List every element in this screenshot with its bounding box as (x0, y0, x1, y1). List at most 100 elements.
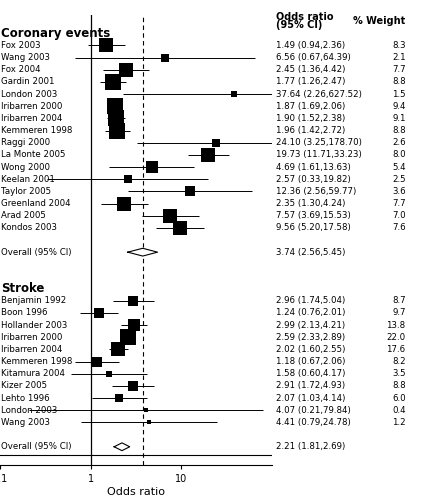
Point (102, 42, 110, 50)
Text: 2.99 (2.13,4.21): 2.99 (2.13,4.21) (275, 320, 344, 330)
Text: 6.56 (0.67,64.39): 6.56 (0.67,64.39) (275, 53, 350, 62)
Point (176, 224, 183, 232)
Text: Kondos 2003: Kondos 2003 (1, 224, 57, 232)
Text: La Monte 2005: La Monte 2005 (1, 150, 65, 160)
Text: 37.64 (2.26,627.52): 37.64 (2.26,627.52) (275, 90, 360, 98)
Text: Iribarren 2000: Iribarren 2000 (1, 333, 62, 342)
Point (145, 418, 152, 426)
Text: Kizer 2005: Kizer 2005 (1, 382, 47, 390)
Text: Kitamura 2004: Kitamura 2004 (1, 370, 65, 378)
Text: Overall (95% CI): Overall (95% CI) (1, 248, 71, 256)
Text: Wang 2003: Wang 2003 (1, 418, 49, 427)
Text: 3.5: 3.5 (391, 370, 405, 378)
Text: 7.6: 7.6 (391, 224, 405, 232)
Text: 19.73 (11.71,33.23): 19.73 (11.71,33.23) (275, 150, 360, 160)
Text: % Weight: % Weight (353, 16, 405, 26)
Text: 4.69 (1.61,13.63): 4.69 (1.61,13.63) (275, 162, 350, 172)
Text: 8.2: 8.2 (391, 357, 405, 366)
Point (105, 370, 112, 378)
Text: 12.36 (2.56,59.77): 12.36 (2.56,59.77) (275, 187, 355, 196)
Text: 24.10 (3.25,178.70): 24.10 (3.25,178.70) (275, 138, 360, 147)
Text: 8.7: 8.7 (391, 296, 405, 306)
Text: 7.0: 7.0 (391, 211, 405, 220)
Text: 2.5: 2.5 (391, 174, 405, 184)
Text: 2.45 (1.36,4.42): 2.45 (1.36,4.42) (275, 65, 344, 74)
Text: 8.8: 8.8 (391, 126, 405, 135)
Text: 5.4: 5.4 (391, 162, 405, 172)
Text: 2.96 (1.74,5.04): 2.96 (1.74,5.04) (275, 296, 344, 306)
Point (130, 321, 137, 329)
Point (161, 54, 168, 62)
Text: Wang 2003: Wang 2003 (1, 53, 49, 62)
Point (124, 334, 131, 342)
Point (142, 406, 149, 414)
Point (129, 382, 136, 390)
Text: 8.8: 8.8 (391, 78, 405, 86)
Point (116, 394, 123, 402)
Text: 9.7: 9.7 (391, 308, 405, 318)
Text: 7.7: 7.7 (391, 199, 405, 208)
Text: 1.58 (0.60,4.17): 1.58 (0.60,4.17) (275, 370, 344, 378)
Text: London 2003: London 2003 (1, 406, 57, 415)
Text: Iribarren 2004: Iribarren 2004 (1, 345, 62, 354)
Text: Kemmeren 1998: Kemmeren 1998 (1, 126, 72, 135)
Text: Greenland 2004: Greenland 2004 (1, 199, 70, 208)
Text: 2.07 (1.03,4.14): 2.07 (1.03,4.14) (275, 394, 344, 402)
Text: Fox 2003: Fox 2003 (1, 41, 40, 50)
Text: 3.74 (2.56,5.45): 3.74 (2.56,5.45) (275, 248, 344, 256)
Point (112, 102, 119, 110)
Text: Arad 2005: Arad 2005 (1, 211, 46, 220)
Text: 22.0: 22.0 (385, 333, 405, 342)
Text: 1.49 (0.94,2.36): 1.49 (0.94,2.36) (275, 41, 344, 50)
Text: 13.8: 13.8 (385, 320, 405, 330)
Text: 8.8: 8.8 (391, 382, 405, 390)
Text: 7.7: 7.7 (391, 65, 405, 74)
Text: 2.59 (2.33,2.89): 2.59 (2.33,2.89) (275, 333, 344, 342)
Point (124, 175, 131, 183)
Point (212, 138, 219, 146)
Text: 2.57 (0.33,19.82): 2.57 (0.33,19.82) (275, 174, 350, 184)
Text: Boon 1996: Boon 1996 (1, 308, 47, 318)
Point (130, 297, 137, 305)
Polygon shape (114, 443, 129, 450)
Text: Gardin 2001: Gardin 2001 (1, 78, 54, 86)
Text: 2.91 (1.72,4.93): 2.91 (1.72,4.93) (275, 382, 344, 390)
Point (120, 200, 127, 207)
Text: Kemmeren 1998: Kemmeren 1998 (1, 357, 72, 366)
Text: Coronary events: Coronary events (1, 26, 110, 40)
Text: 0.4: 0.4 (391, 406, 405, 415)
Text: 2.21 (1.81,2.69): 2.21 (1.81,2.69) (275, 442, 344, 452)
Text: 8.3: 8.3 (391, 41, 405, 50)
Text: 4.41 (0.79,24.78): 4.41 (0.79,24.78) (275, 418, 350, 427)
Text: Lehto 1996: Lehto 1996 (1, 394, 49, 402)
Text: Keelan 2001: Keelan 2001 (1, 174, 54, 184)
Text: 4.07 (0.21,79.84): 4.07 (0.21,79.84) (275, 406, 350, 415)
Text: 17.6: 17.6 (385, 345, 405, 354)
Point (110, 78, 117, 86)
Point (112, 114, 119, 122)
Text: 2.6: 2.6 (391, 138, 405, 147)
Text: 1.87 (1.69,2.06): 1.87 (1.69,2.06) (275, 102, 344, 110)
Text: 3.6: 3.6 (391, 187, 405, 196)
Text: 1.90 (1.52,2.38): 1.90 (1.52,2.38) (275, 114, 344, 123)
Text: Odds ratio: Odds ratio (275, 12, 332, 22)
Text: 2.35 (1.30,4.24): 2.35 (1.30,4.24) (275, 199, 344, 208)
Point (94, 358, 101, 366)
Text: 6.0: 6.0 (391, 394, 405, 402)
Point (230, 90, 237, 98)
Text: Overall (95% CI): Overall (95% CI) (1, 442, 71, 452)
Point (113, 126, 120, 134)
Text: Benjamin 1992: Benjamin 1992 (1, 296, 66, 306)
Text: 1.5: 1.5 (391, 90, 405, 98)
Text: Hollander 2003: Hollander 2003 (1, 320, 67, 330)
Text: 1.18 (0.67,2.06): 1.18 (0.67,2.06) (275, 357, 344, 366)
Text: 1.24 (0.76,2.01): 1.24 (0.76,2.01) (275, 308, 344, 318)
Text: Wong 2000: Wong 2000 (1, 162, 49, 172)
Text: 7.57 (3.69,15.53): 7.57 (3.69,15.53) (275, 211, 350, 220)
Text: (95% CI): (95% CI) (275, 20, 321, 30)
Point (166, 212, 173, 220)
Point (115, 346, 122, 354)
Point (186, 188, 193, 196)
Polygon shape (127, 248, 157, 256)
Text: 1.77 (1.26,2.47): 1.77 (1.26,2.47) (275, 78, 344, 86)
